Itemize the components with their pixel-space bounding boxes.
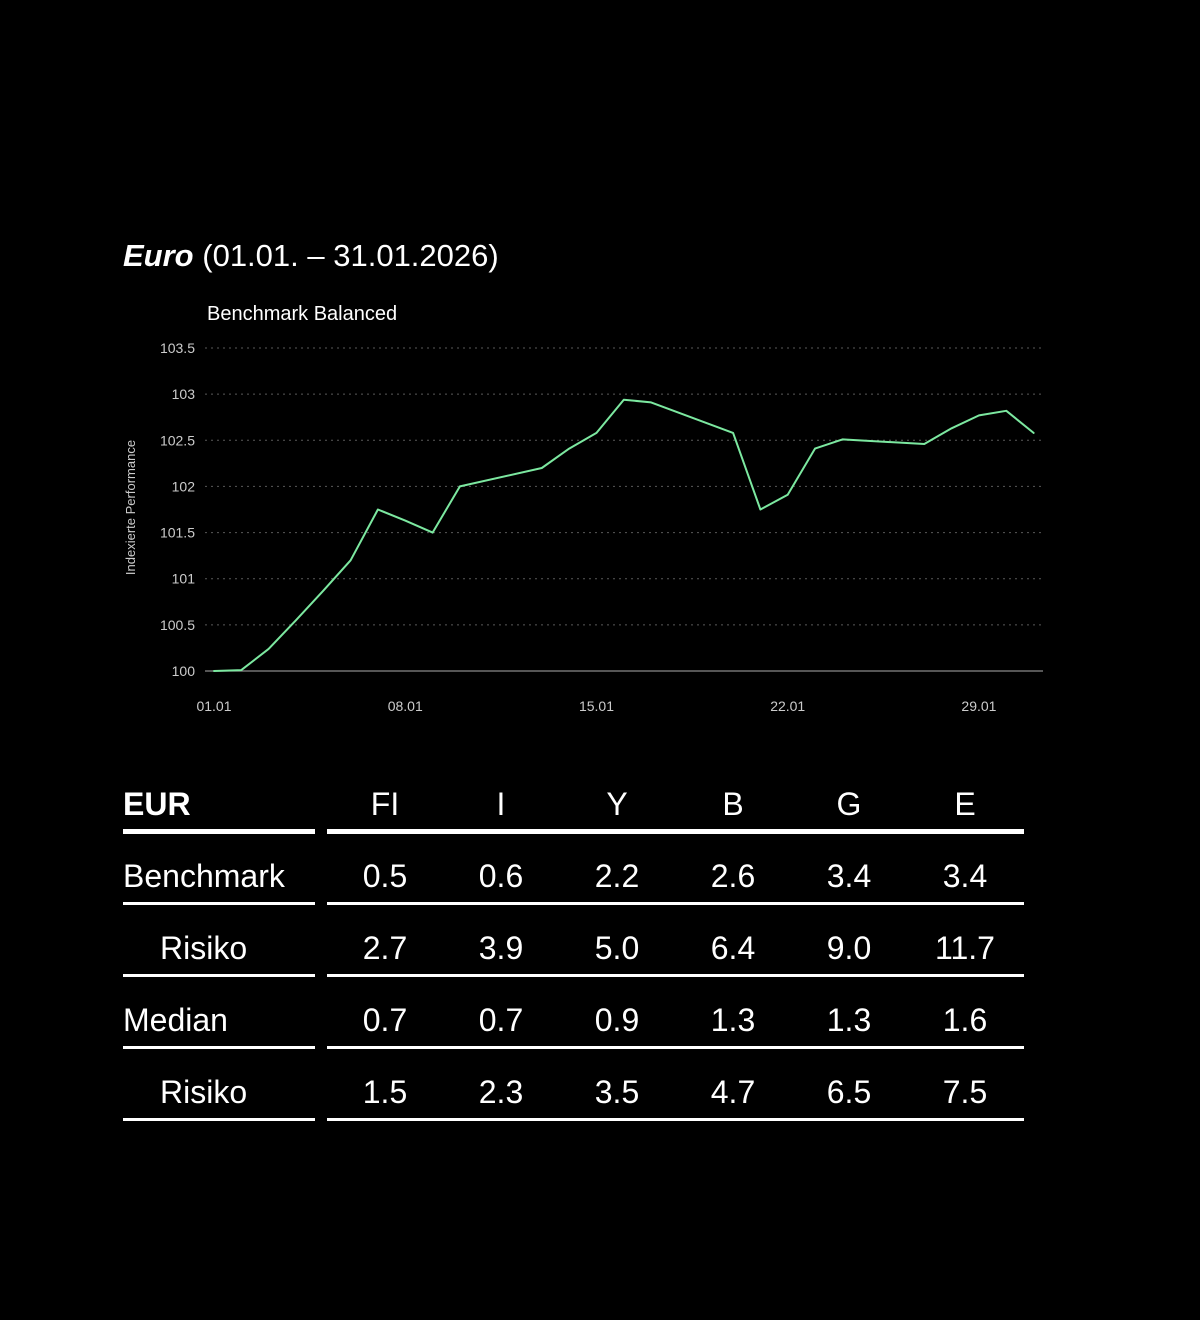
- table-cell: 5.0: [594, 930, 640, 966]
- x-tick-label: 01.01: [196, 698, 231, 714]
- y-tick-label: 101: [172, 571, 196, 587]
- table-cell: 2.3: [478, 1074, 524, 1110]
- chart-title: Benchmark Balanced: [207, 303, 397, 325]
- table-cell: 3.9: [478, 930, 524, 966]
- table-cell: 0.9: [594, 1002, 640, 1038]
- table-rule-left: [123, 902, 315, 905]
- y-tick-label: 103.5: [160, 340, 195, 356]
- table-column-header: Y: [606, 786, 628, 822]
- table-cell: 0.6: [478, 858, 524, 894]
- title-currency: Euro: [123, 238, 194, 273]
- table-column-header: G: [836, 786, 862, 822]
- table-rule-left: [123, 829, 315, 834]
- table-cell: 3.4: [942, 858, 988, 894]
- y-axis-label: Indexierte Performance: [123, 440, 138, 575]
- table-rule-right: [327, 902, 1024, 905]
- table-cell: 7.5: [942, 1074, 988, 1110]
- table-cell: 1.6: [942, 1002, 988, 1038]
- table-cell: 0.7: [362, 1002, 408, 1038]
- table-cell: 1.5: [362, 1074, 408, 1110]
- table-cell: 1.3: [710, 1002, 756, 1038]
- table-cell: 9.0: [826, 930, 872, 966]
- table-cell: 0.7: [478, 1002, 524, 1038]
- table-cell: 2.7: [362, 930, 408, 966]
- table-cell: 4.7: [710, 1074, 756, 1110]
- y-tick-label: 100.5: [160, 617, 195, 633]
- table-cell: 2.6: [710, 858, 756, 894]
- table-cell: 1.3: [826, 1002, 872, 1038]
- table-cell: 6.4: [710, 930, 756, 966]
- table-cell: 0.5: [362, 858, 408, 894]
- table-rule-left: [123, 1046, 315, 1049]
- y-tick-label: 103: [172, 386, 196, 402]
- performance-line-chart: Benchmark Balanced Indexierte Performance…: [123, 303, 1043, 714]
- table-cell: 2.2: [594, 858, 640, 894]
- table-rule-right: [327, 1046, 1024, 1049]
- table-column-header: FI: [370, 786, 400, 822]
- y-tick-label: 100: [172, 663, 196, 679]
- table-rule-right: [327, 829, 1024, 834]
- table-cell: 3.4: [826, 858, 872, 894]
- table-corner-label: EUR: [123, 786, 191, 822]
- x-tick-label: 08.01: [388, 698, 423, 714]
- table-row-label: Median: [123, 1002, 228, 1038]
- x-tick-label: 15.01: [579, 698, 614, 714]
- table-row-label: Risiko: [160, 1074, 248, 1110]
- x-tick-label: 22.01: [770, 698, 805, 714]
- table-cell: 6.5: [826, 1074, 872, 1110]
- table-cell: 11.7: [935, 930, 995, 966]
- table-column-header: I: [496, 786, 506, 822]
- table-column-header: E: [954, 786, 976, 822]
- table-rule-left: [123, 1118, 315, 1121]
- table-cell: 3.5: [594, 1074, 640, 1110]
- table-row-label: Risiko: [160, 930, 248, 966]
- table-rule-right: [327, 1118, 1024, 1121]
- table-row-label: Benchmark: [123, 858, 285, 894]
- table-rule-right: [327, 974, 1024, 977]
- table-rule-left: [123, 974, 315, 977]
- title-date-range: (01.01. – 31.01.2026): [202, 238, 499, 273]
- x-tick-label: 29.01: [961, 698, 996, 714]
- table-column-header: B: [722, 786, 744, 822]
- series-line: [213, 398, 1035, 672]
- y-tick-label: 101.5: [160, 525, 195, 541]
- y-tick-label: 102.5: [160, 432, 195, 448]
- y-tick-label: 102: [172, 478, 196, 494]
- page-title: Euro (01.01. – 31.01.2026): [123, 236, 499, 276]
